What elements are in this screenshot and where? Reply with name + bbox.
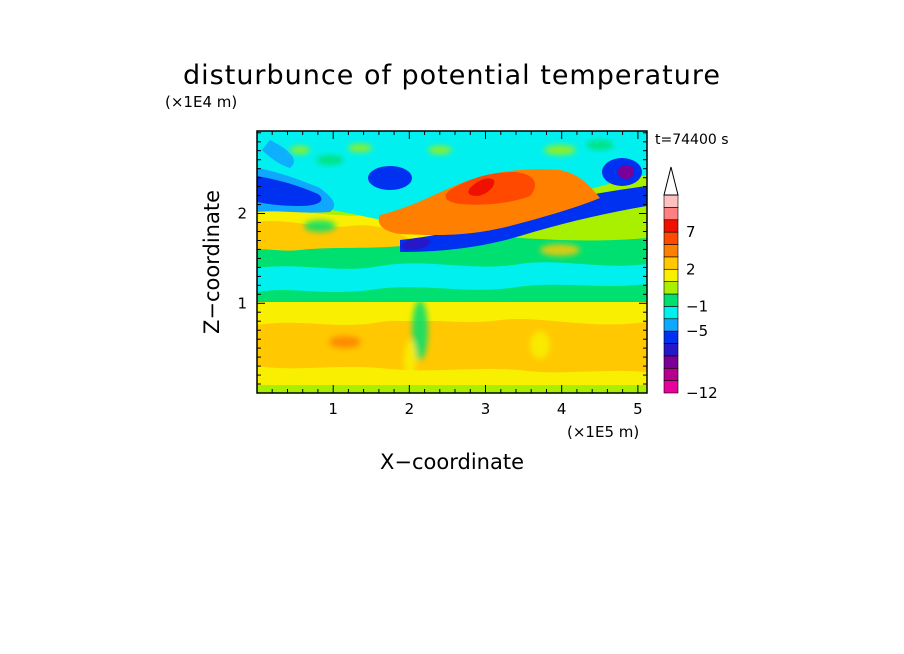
x-axis-title: X−coordinate xyxy=(380,450,524,474)
plot-area xyxy=(257,131,647,393)
y-tick-label: 1 xyxy=(237,294,247,312)
colorbar-swatch xyxy=(663,367,679,381)
chart-title: disturbunce of potential temperature xyxy=(183,60,721,91)
colorbar-swatch xyxy=(663,256,679,270)
x-tick-label: 4 xyxy=(557,400,567,418)
y-ticks: 12 xyxy=(237,132,647,385)
x-tick-label: 3 xyxy=(481,400,491,418)
field-layer-violet-patch-right xyxy=(618,165,634,179)
colorbar-swatch xyxy=(663,207,679,221)
colorbar-label: 7 xyxy=(686,223,696,241)
field-layer-low-orange xyxy=(257,318,647,373)
field-layer-wave-streaks xyxy=(290,140,616,380)
colorbar-swatch xyxy=(663,355,679,369)
colorbar-swatch xyxy=(663,244,679,258)
colorbar-swatch xyxy=(663,318,679,332)
x-tick-label: 2 xyxy=(405,400,415,418)
field-layer-mid-yellow xyxy=(257,297,647,322)
x-unit-label: (×1E5 m) xyxy=(567,423,639,441)
y-axis-title: Z−coordinate xyxy=(200,190,224,334)
contour-field xyxy=(257,131,647,393)
colorbar-swatch xyxy=(663,219,679,233)
plot-border xyxy=(256,130,648,394)
field-layer-blue-wave-mid xyxy=(401,237,431,250)
x-tick-label: 5 xyxy=(633,400,643,418)
colorbar-swatch xyxy=(663,268,679,282)
time-label: t=74400 s xyxy=(655,132,729,148)
x-tick-label: 1 xyxy=(328,400,338,418)
field-layer-top-cyan xyxy=(257,131,647,230)
colorbar-swatch xyxy=(663,330,679,344)
field-layer-blue-top-left xyxy=(262,140,294,168)
colorbar-swatch xyxy=(663,194,679,208)
colorbar-swatch xyxy=(663,343,679,357)
y-unit-label: (×1E4 m) xyxy=(165,93,237,111)
field-layer-dark-blue-patch-mid xyxy=(368,166,412,190)
colorbar-swatch xyxy=(663,281,679,295)
field-layer-dark-blue-band-left xyxy=(257,176,322,206)
colorbar-label: −1 xyxy=(686,297,708,315)
y-tick-label: 2 xyxy=(237,205,247,223)
colorbar-extend-arrow xyxy=(663,166,679,196)
colorbar-swatch xyxy=(663,231,679,245)
field-layer-cyan xyxy=(257,262,647,292)
colorbar-label: −12 xyxy=(686,384,718,402)
colorbar-swatch xyxy=(663,380,679,394)
colorbar-swatch xyxy=(663,293,679,307)
field-layer-upper-orange xyxy=(257,221,420,251)
colorbar-swatch xyxy=(663,306,679,320)
colorbar-label: −5 xyxy=(686,322,708,340)
colorbar-label: 2 xyxy=(686,260,696,278)
x-ticks: 1 2 3 4 5 xyxy=(271,131,643,418)
field-layer-red-max xyxy=(468,178,495,196)
colorbar: −12−5−127 xyxy=(663,166,718,402)
